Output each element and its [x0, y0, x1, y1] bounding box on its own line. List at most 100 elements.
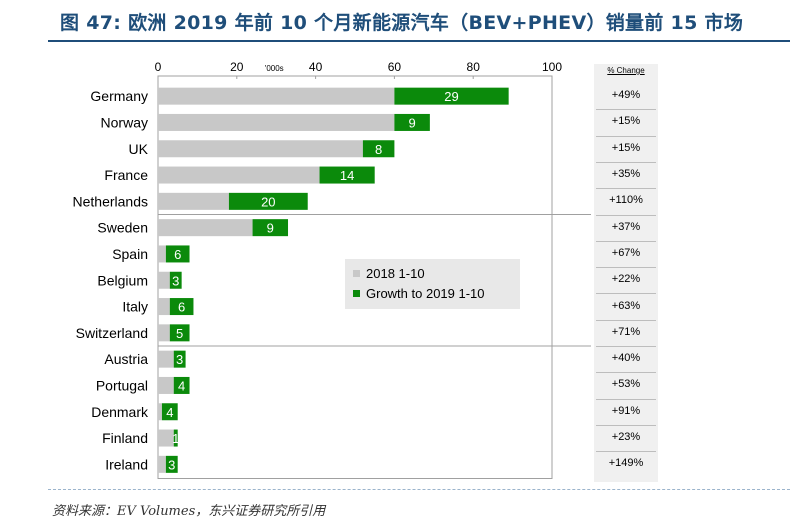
- pct-row-divider: [596, 319, 656, 321]
- bar-growth: [173, 376, 190, 394]
- category-label: Spain: [112, 246, 148, 262]
- category-label: Norway: [101, 114, 148, 130]
- bar-base: [158, 192, 229, 210]
- pct-row-divider: [596, 214, 656, 216]
- pct-change-value: +15%: [611, 115, 641, 128]
- legend-item-growth: Growth to 2019 1-10: [353, 286, 485, 302]
- pct-change-value: +37%: [611, 220, 641, 233]
- pct-row-divider: [596, 267, 656, 269]
- bar-growth: [394, 87, 509, 105]
- pct-change-value: +35%: [611, 168, 641, 181]
- category-label: Denmark: [91, 404, 149, 420]
- bar-growth: [173, 350, 186, 368]
- bar-growth: [394, 113, 430, 131]
- category-label: Portugal: [96, 377, 148, 393]
- bar-growth: [252, 219, 289, 237]
- chart-legend: 2018 1-10 Growth to 2019 1-10: [345, 259, 520, 309]
- x-tick-label: 0: [155, 60, 162, 74]
- pct-change-value: +15%: [611, 141, 641, 154]
- bar-base: [158, 219, 253, 237]
- category-label: UK: [129, 141, 149, 157]
- bar-growth-label: 3: [168, 457, 175, 472]
- bar-base: [158, 113, 395, 131]
- pct-row-divider: [596, 293, 656, 295]
- x-tick-label: 20: [230, 60, 244, 74]
- unit-label: '000s: [265, 64, 284, 73]
- category-label: Belgium: [97, 272, 148, 288]
- bar-growth-label: 20: [261, 194, 275, 209]
- category-label: Italy: [122, 299, 148, 315]
- category-label: France: [104, 167, 148, 183]
- pct-row-divider: [596, 161, 656, 163]
- bar-growth: [319, 166, 375, 184]
- pct-row-divider: [596, 135, 656, 137]
- pct-row-divider: [596, 398, 656, 400]
- bar-base: [158, 455, 166, 473]
- bar-base: [158, 166, 320, 184]
- pct-change-value: +91%: [611, 404, 641, 417]
- bar-growth-label: 9: [267, 221, 274, 236]
- pct-change-value: +63%: [611, 299, 641, 312]
- title-underline: [48, 40, 790, 42]
- pct-change-value: +23%: [611, 431, 641, 444]
- bar-growth: [173, 429, 178, 447]
- pct-row-divider: [596, 424, 656, 426]
- category-label: Finland: [102, 430, 148, 446]
- bar-growth: [169, 298, 194, 316]
- bar-growth: [169, 271, 182, 289]
- bar-growth: [165, 455, 178, 473]
- category-label: Sweden: [97, 220, 148, 236]
- bar-base: [158, 87, 395, 105]
- legend-swatch-growth: [353, 290, 360, 298]
- source-divider: [48, 489, 790, 490]
- bar-base: [158, 376, 174, 394]
- bar-base: [158, 429, 174, 447]
- bar-growth-label: 1: [172, 431, 179, 446]
- bar-base: [158, 350, 174, 368]
- legend-swatch-base: [353, 270, 360, 278]
- bar-growth-label: 4: [178, 378, 185, 393]
- pct-change-header: % Change: [607, 66, 645, 75]
- bar-growth-label: 3: [172, 273, 179, 288]
- bar-base: [158, 324, 170, 342]
- pct-row-divider: [596, 372, 656, 374]
- pct-change-value: +110%: [609, 194, 643, 207]
- legend-item-base: 2018 1-10: [353, 266, 425, 282]
- category-label: Austria: [104, 351, 148, 367]
- pct-row-divider: [596, 346, 656, 347]
- bar-growth: [362, 140, 395, 158]
- figure-title: 图 47: 欧洲 2019 年前 10 个月新能源汽车（BEV+PHEV）销量前…: [60, 12, 744, 34]
- pct-row-divider: [596, 188, 656, 190]
- bar-growth-label: 9: [409, 115, 416, 130]
- pct-change-value: +49%: [611, 89, 641, 102]
- bar-growth-label: 3: [176, 352, 183, 367]
- x-tick-label: 80: [467, 60, 481, 74]
- pct-row-divider: [596, 240, 656, 242]
- x-tick-label: 40: [309, 60, 323, 74]
- pct-change-value: +149%: [608, 457, 644, 470]
- legend-label-growth: Growth to 2019 1-10: [366, 286, 485, 301]
- x-tick-label: 100: [542, 60, 562, 74]
- pct-row-divider: [596, 451, 656, 453]
- pct-change-panel: [594, 64, 658, 482]
- category-label: Ireland: [105, 456, 148, 472]
- bar-growth: [228, 192, 308, 210]
- bar-growth-label: 6: [178, 300, 185, 315]
- bar-growth-label: 6: [174, 247, 181, 262]
- bar-growth: [165, 245, 190, 263]
- bar-growth-label: 14: [340, 168, 354, 183]
- pct-change-value: +40%: [611, 352, 641, 365]
- bar-base: [158, 140, 363, 158]
- bar-base: [158, 245, 166, 263]
- pct-change-value: +22%: [611, 273, 641, 286]
- bar-growth-label: 8: [375, 142, 382, 157]
- bar-growth-label: 4: [166, 405, 173, 420]
- category-label: Switzerland: [76, 325, 148, 341]
- category-label: Netherlands: [73, 193, 149, 209]
- category-label: Germany: [90, 88, 148, 104]
- bar-growth: [161, 403, 178, 421]
- pct-change-value: +67%: [611, 246, 641, 259]
- x-tick-label: 60: [388, 60, 402, 74]
- legend-label-base: 2018 1-10: [366, 266, 425, 281]
